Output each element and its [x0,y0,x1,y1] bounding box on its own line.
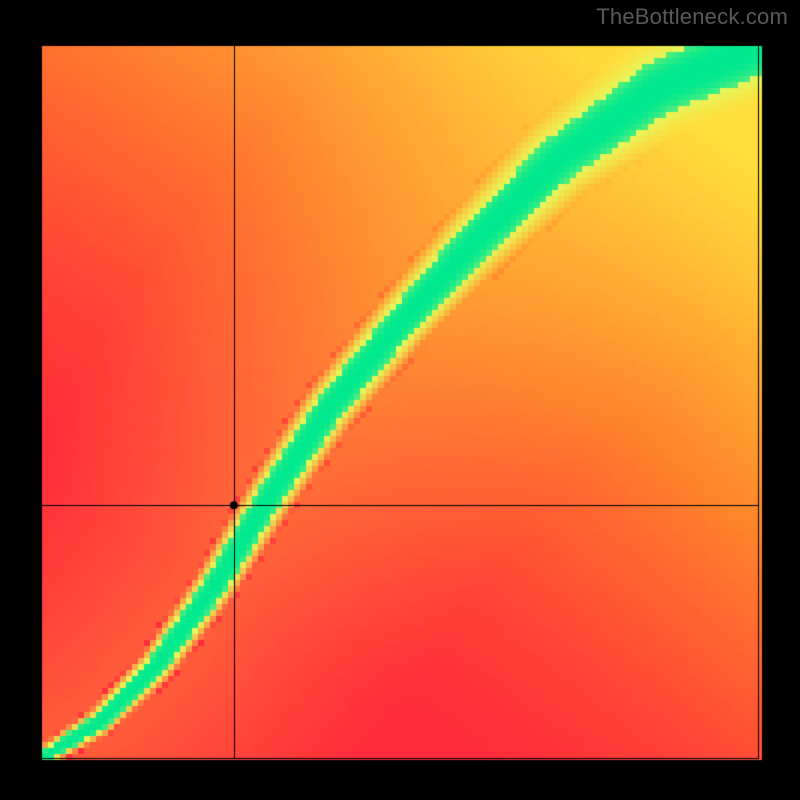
watermark-text: TheBottleneck.com [596,4,788,30]
bottleneck-heatmap [0,0,800,800]
